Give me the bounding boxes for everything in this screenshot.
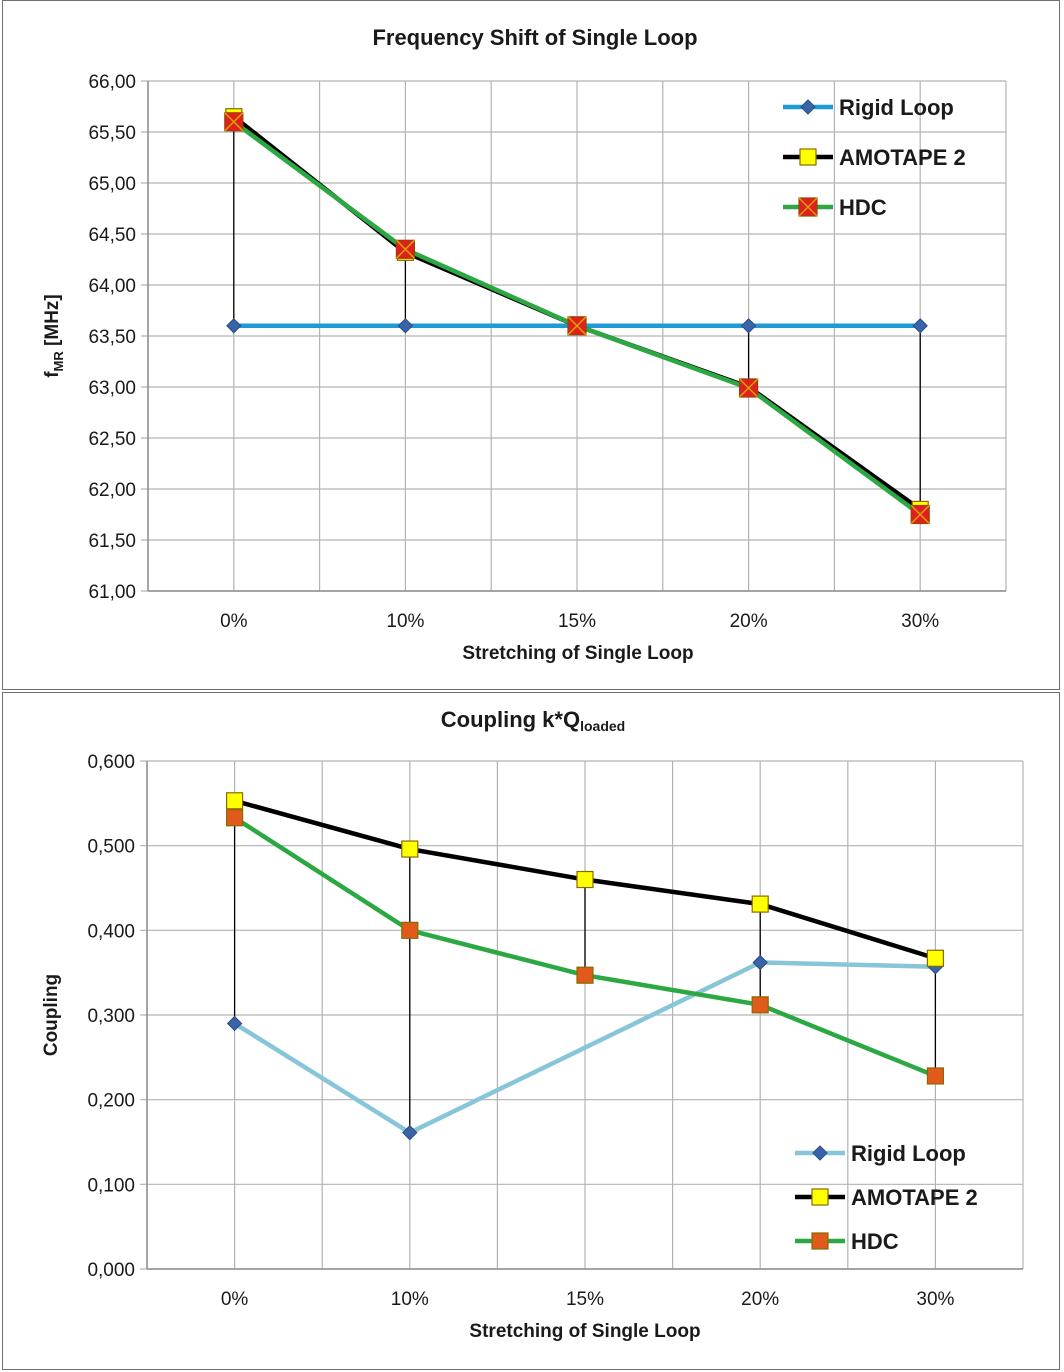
y-tick-label: 0,600: [87, 752, 135, 773]
legend-label: AMOTAPE 2: [851, 1185, 978, 1210]
data-point-rigid-loop: [226, 1015, 243, 1032]
y-tick-label: 64,50: [88, 225, 136, 246]
y-tick-label: 63,00: [88, 378, 136, 399]
y-tick-label: 61,50: [88, 531, 136, 552]
data-point-hdc: [576, 966, 594, 984]
x-tick-label: 20%: [730, 611, 768, 632]
legend-label: AMOTAPE 2: [839, 145, 966, 170]
y-tick-label: 66,00: [88, 72, 136, 93]
chart-title: Coupling k*Qloaded: [441, 707, 625, 734]
series-line-rigid-loop: [233, 960, 936, 1135]
y-axis-label-sub: MR: [51, 351, 66, 372]
data-point-hdc: [926, 1067, 945, 1085]
legend-label: Rigid Loop: [839, 95, 954, 120]
y-tick-label: 61,00: [88, 582, 136, 603]
y-axis-label: fMR [MHz]: [42, 294, 66, 378]
data-point-hdc-cross-b: [395, 239, 415, 259]
y-axis-label: Coupling: [41, 974, 62, 1056]
legend-label: HDC: [851, 1229, 899, 1254]
y-tick-label: 64,00: [88, 276, 136, 297]
x-tick-label: 30%: [916, 1289, 954, 1310]
x-tick-label: 10%: [386, 611, 424, 632]
y-tick-label: 62,00: [88, 480, 136, 501]
chart-title: Frequency Shift of Single Loop: [372, 25, 697, 50]
chart-title-main: Coupling k*Q: [441, 707, 580, 732]
data-point-rigid-loop: [740, 318, 757, 334]
data-point-hdc: [751, 996, 769, 1014]
data-point-hdc: [401, 921, 419, 939]
x-tick-label: 0%: [221, 1289, 249, 1310]
data-point-amotape-2: [401, 840, 419, 858]
x-tick-label: 20%: [741, 1289, 779, 1310]
y-tick-label: 65,00: [88, 174, 136, 195]
y-tick-label: 63,50: [88, 327, 136, 348]
y-tick-label: 0,400: [87, 921, 135, 942]
y-axis-label-unit: [MHz]: [42, 294, 63, 351]
data-point-rigid-loop: [402, 1124, 418, 1141]
data-point-hdc-cross-b: [224, 112, 244, 132]
y-tick-label: 0,000: [87, 1260, 135, 1281]
x-tick-label: 10%: [391, 1289, 429, 1310]
frequency-shift-chart-panel: Frequency Shift of Single Loop fMR [MHz]…: [2, 0, 1060, 690]
x-tick-label: 15%: [566, 1289, 604, 1310]
y-tick-label: 62,50: [88, 429, 136, 450]
x-tick-label: 15%: [558, 611, 596, 632]
x-tick-label: 30%: [901, 611, 939, 632]
legend-label: Rigid Loop: [851, 1141, 966, 1166]
legend-marker-cross-b: [798, 197, 818, 217]
y-tick-label: 0,500: [87, 837, 135, 858]
data-point-amotape-2: [576, 870, 594, 889]
data-point-rigid-loop: [397, 318, 414, 334]
x-axis-label: Stretching of Single Loop: [469, 1321, 700, 1342]
chart-title-sub: loaded: [580, 718, 625, 734]
coupling-chart-panel: Coupling k*Qloaded Coupling Stretching o…: [2, 692, 1060, 1370]
data-point-amotape-2: [926, 949, 945, 967]
data-point-hdc-cross-b: [567, 316, 587, 336]
data-point-rigid-loop: [752, 954, 768, 971]
data-point-amotape-2: [751, 895, 769, 913]
x-axis-label: Stretching of Single Loop: [462, 643, 693, 664]
legend-marker: [800, 99, 816, 115]
frequency-shift-chart: Frequency Shift of Single Loop fMR [MHz]…: [42, 25, 1007, 664]
data-point-hdc-cross-b: [910, 504, 930, 525]
y-tick-label: 65,50: [88, 123, 136, 144]
legend-marker: [811, 1232, 829, 1250]
data-point-amotape-2: [226, 792, 244, 810]
data-point-rigid-loop: [912, 318, 928, 334]
legend-marker: [799, 148, 817, 166]
legend-marker: [812, 1145, 828, 1161]
y-tick-label: 0,100: [87, 1175, 135, 1196]
legend-marker: [811, 1188, 829, 1206]
data-point-hdc: [226, 809, 244, 827]
y-tick-label: 0,200: [87, 1091, 135, 1112]
y-tick-label: 0,300: [87, 1006, 135, 1027]
data-point-hdc-cross-b: [739, 378, 759, 398]
data-point-rigid-loop: [226, 318, 242, 334]
coupling-chart: Coupling k*Qloaded Coupling Stretching o…: [41, 707, 1024, 1342]
y-axis-label-main: f: [42, 371, 63, 378]
legend-label: HDC: [839, 195, 887, 220]
x-tick-label: 0%: [220, 611, 248, 632]
